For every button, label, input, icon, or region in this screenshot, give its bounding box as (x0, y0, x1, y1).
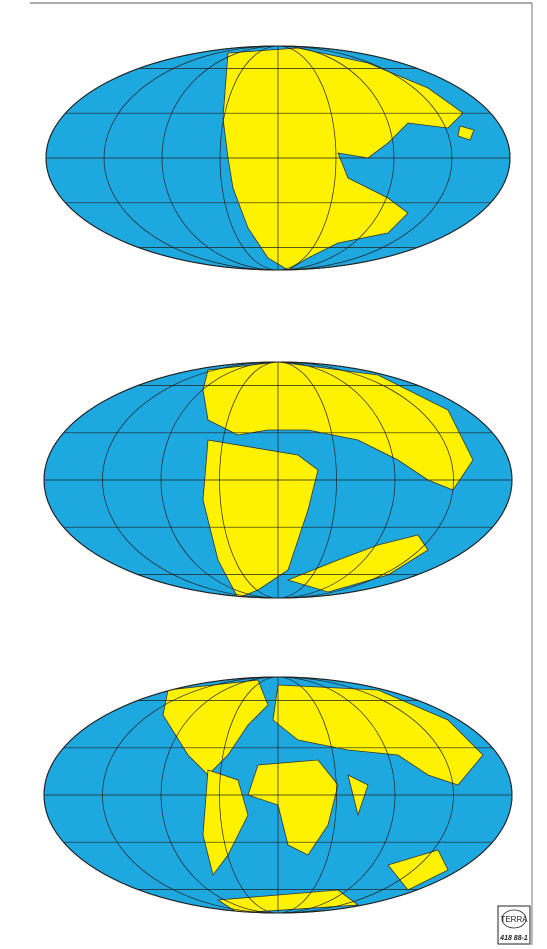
logo-box (497, 905, 531, 945)
continent (247, 759, 339, 856)
map-content (44, 362, 512, 598)
logo-name: TERRA (500, 915, 528, 924)
map-outline (45, 45, 511, 271)
maps (43, 45, 513, 914)
map (43, 361, 513, 599)
continent (222, 47, 464, 270)
logo-globe (501, 909, 527, 929)
continent (202, 769, 249, 876)
map-outline (43, 361, 513, 599)
map-outline (43, 676, 513, 914)
logo: TERRA 418 88-1 (497, 905, 531, 945)
map (45, 45, 511, 271)
continent (162, 679, 269, 776)
map (43, 676, 513, 914)
continent (457, 125, 475, 141)
continent (272, 684, 484, 786)
continent (387, 849, 449, 891)
continent (202, 362, 474, 491)
continent (286, 534, 429, 593)
logo-code: 418 88-1 (499, 935, 528, 942)
continent (202, 439, 319, 598)
